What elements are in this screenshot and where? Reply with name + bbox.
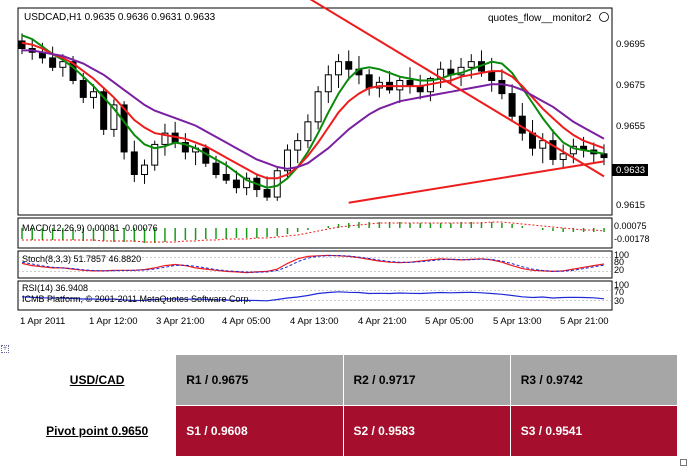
candle-body [559, 153, 567, 160]
candle-body [263, 189, 271, 198]
stoch-tick-label: 100 [614, 250, 629, 260]
rsi-label: RSI(14) 36.9408 [22, 283, 88, 293]
x-tick-label: 1 Apr 12:00 [89, 316, 138, 327]
candle-body [89, 91, 97, 98]
candle-body [508, 93, 516, 117]
candle-body [467, 61, 475, 68]
copyright-label: ICMB Platform, © 2001-2011 MetaQuotes So… [22, 294, 251, 304]
x-tick-label: 5 Apr 21:00 [560, 316, 609, 327]
candle-body [18, 40, 26, 49]
candle-body [130, 151, 138, 176]
support-1: S1 / 0.9608 [175, 405, 344, 457]
stoch-tick-label: 80 [614, 257, 624, 267]
candle-body [120, 104, 128, 153]
candle-body [365, 74, 373, 89]
candle-body [539, 140, 547, 149]
trendline [309, 0, 605, 178]
moving-average-line-1 [21, 41, 605, 180]
candle-body [59, 61, 67, 68]
candle-body [569, 145, 577, 155]
rsi-tick-label: 70 [614, 287, 624, 297]
x-tick-label: 4 Apr 13:00 [290, 316, 339, 327]
current-price-box [612, 164, 648, 176]
y-tick-label: 0.9655 [616, 121, 645, 132]
candle-body [243, 177, 251, 189]
resistance-3: R3 / 0.9742 [509, 354, 679, 406]
rsi-line [21, 291, 605, 302]
y-tick-label: 0.9695 [616, 39, 645, 50]
candle-body [232, 179, 240, 189]
stoch-label: Stoch(8,3,3) 51.7857 46.8820 [22, 254, 141, 264]
stoch-tick-label: 20 [614, 265, 624, 275]
macd-tick-label: -0.00178 [614, 234, 650, 244]
pivot-table: USD/CAD R1 / 0.9675 R2 / 0.9717 R3 / 0.9… [7, 354, 679, 457]
rsi-tick-label: 30 [614, 296, 624, 306]
support-2: S2 / 0.9583 [342, 405, 511, 457]
pivot-point-label: Pivot point 0.9650 [7, 405, 177, 457]
macd-label: MACD(12,26,9) 0.00081 -0.00076 [22, 223, 158, 233]
indicator-name: quotes_flow__monitor2 [488, 13, 592, 24]
y-tick-label: 0.9615 [616, 200, 645, 211]
candle-body [110, 104, 118, 130]
macd-signal-line [22, 221, 605, 243]
moving-average-line-0 [21, 34, 605, 189]
candle-body [549, 140, 557, 160]
candle-body [498, 79, 506, 95]
stoch-signal-line [21, 254, 605, 273]
candle-body [314, 91, 322, 123]
moving-average-line-2 [22, 49, 605, 170]
candle-body [283, 149, 291, 172]
resistance-1: R1 / 0.9675 [175, 354, 344, 406]
macd-tick-label: 0.00075 [614, 221, 647, 231]
resize-handle-icon[interactable] [680, 459, 687, 466]
x-tick-label: 3 Apr 21:00 [156, 316, 205, 327]
candle-body [345, 61, 353, 70]
candle-body [335, 61, 343, 76]
x-tick-label: 4 Apr 21:00 [358, 316, 407, 327]
trendline [348, 160, 605, 204]
x-tick-label: 4 Apr 05:00 [222, 316, 271, 327]
candle-body [324, 74, 332, 93]
support-3: S3 / 0.9541 [509, 405, 679, 457]
candle-body [181, 142, 189, 153]
candle-body [222, 174, 230, 181]
candle-body [600, 153, 608, 159]
candle-body [294, 140, 302, 151]
candle-body [141, 164, 149, 176]
rsi-tick-label: 100 [614, 280, 629, 290]
pair-label: USD/CAD [7, 354, 177, 406]
x-tick-label: 5 Apr 05:00 [425, 316, 474, 327]
candle-body [49, 57, 57, 68]
candle-body [161, 132, 169, 145]
price-chart: USDCAD,H1 0.9635 0.9636 0.9631 0.9633 qu… [17, 0, 650, 327]
candle-body [100, 91, 108, 130]
symbol-header: USDCAD,H1 0.9635 0.9636 0.9631 0.9633 [24, 12, 216, 23]
x-tick-label: 5 Apr 13:00 [493, 316, 542, 327]
resistance-2: R2 / 0.9717 [342, 354, 511, 406]
table-row: USD/CAD R1 / 0.9675 R2 / 0.9717 R3 / 0.9… [7, 354, 679, 406]
y-tick-label: 0.9675 [616, 80, 645, 91]
move-handle-icon[interactable]: + [1, 345, 9, 353]
candle-body [151, 143, 159, 166]
table-row: Pivot point 0.9650 S1 / 0.9608 S2 / 0.95… [7, 405, 679, 457]
candle-body [304, 121, 312, 142]
current-price-label: 0.9633 [616, 165, 645, 176]
x-tick-label: 1 Apr 2011 [20, 316, 65, 327]
candle-body [79, 79, 87, 98]
candle-body [212, 162, 220, 176]
smiley-icon [599, 12, 609, 22]
